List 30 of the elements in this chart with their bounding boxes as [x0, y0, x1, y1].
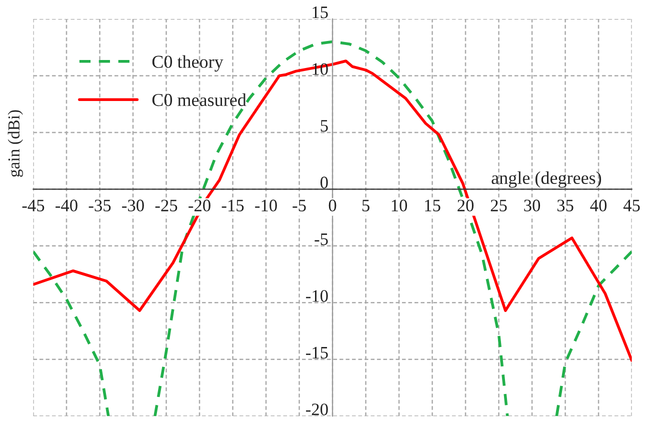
y-tick-label: -10: [306, 290, 328, 302]
x-tick-label: -10: [255, 200, 277, 212]
x-tick-label: 40: [590, 200, 607, 212]
x-tick-label: 25: [490, 200, 507, 212]
x-tick-label: -45: [22, 200, 44, 212]
y-tick-label: 5: [320, 120, 328, 132]
x-tick-label: 10: [392, 200, 408, 212]
legend-label: C0 theory: [152, 55, 224, 72]
x-tick-label: 30: [524, 200, 540, 212]
x-tick-label: 0: [328, 200, 336, 212]
legend-label: C0 measured: [152, 93, 246, 106]
y-axis-title: gain (dBi): [8, 110, 23, 177]
x-tick-label: -5: [292, 200, 306, 212]
y-tick-label: -20: [306, 404, 328, 416]
x-tick-label: 5: [362, 200, 370, 212]
y-tick-label: -5: [314, 234, 328, 246]
x-tick-label: 35: [557, 200, 574, 212]
x-tick-label: -20: [188, 200, 210, 212]
y-tick-label: -15: [306, 346, 328, 359]
y-tick-label: 15: [312, 6, 328, 18]
x-tick-label: -30: [122, 200, 144, 212]
y-tick-label: 0: [320, 176, 328, 188]
x-tick-label: -35: [88, 200, 111, 212]
x-tick-label: -15: [222, 200, 244, 212]
x-tick-label: -40: [56, 200, 78, 212]
x-tick-label: 15: [425, 200, 440, 212]
x-tick-label: 20: [458, 200, 474, 212]
x-axis-title: angle (degrees): [492, 171, 602, 188]
x-tick-label: -25: [155, 200, 178, 212]
x-tick-label: 45: [623, 200, 640, 212]
